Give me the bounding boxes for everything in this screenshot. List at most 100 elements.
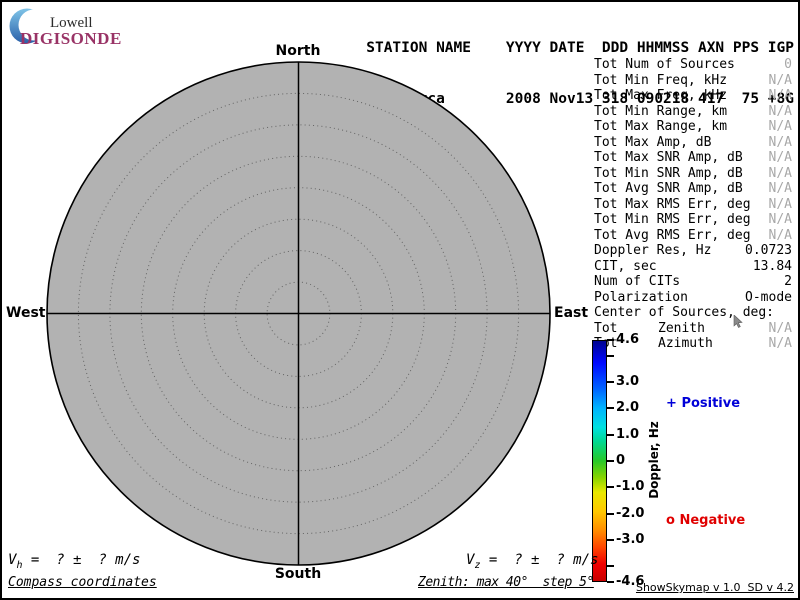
legend-negative: o Negative bbox=[666, 513, 745, 528]
colorbar-tick bbox=[607, 407, 614, 410]
stats-value: N/A bbox=[768, 150, 792, 165]
center-of-sources-row: Tot Zenith N/A bbox=[594, 321, 792, 337]
vh-symbol: V bbox=[8, 552, 17, 568]
stats-value: 13.84 bbox=[752, 258, 792, 274]
stats-row: Tot Max SNR Amp, dB N/A bbox=[594, 150, 792, 166]
stats-label: Tot Max Freq, kHz bbox=[594, 88, 728, 103]
stats-row: Num of CITs 2 bbox=[594, 274, 792, 290]
stats-value: N/A bbox=[768, 336, 792, 351]
stats-label: Tot Min RMS Err, deg bbox=[594, 212, 751, 227]
stats-value: N/A bbox=[768, 134, 792, 150]
stats-label: Tot Avg SNR Amp, dB bbox=[594, 181, 743, 196]
stats-label: Tot Max SNR Amp, dB bbox=[594, 150, 743, 165]
circle-marker-icon: o bbox=[666, 513, 675, 528]
version-label: ShowSkymap v 1.0 SD v 4.2 bbox=[635, 581, 794, 594]
stats-row: Tot Max Range, km N/A bbox=[594, 119, 792, 135]
statistics-panel: Tot Num of Sources 0 Tot Min Freq, kHz N… bbox=[594, 57, 792, 352]
stats-row: Tot Num of Sources 0 bbox=[594, 57, 792, 73]
stats-value: N/A bbox=[768, 119, 792, 134]
stats-value: 0 bbox=[784, 57, 792, 72]
colorbar-tick bbox=[607, 581, 614, 583]
colorbar-tick-label: 1.0 bbox=[616, 426, 640, 442]
colorbar-tick-label: 4.6 bbox=[616, 332, 640, 347]
compass-label-west: West bbox=[6, 305, 46, 321]
stats-sublabel: Zenith bbox=[658, 320, 705, 336]
vz-value: = ? ± ? m/s bbox=[480, 552, 599, 568]
stats-row: Tot Max Amp, dB N/A bbox=[594, 135, 792, 151]
colorbar-tick-label: 2.0 bbox=[616, 400, 640, 416]
colorbar-tick bbox=[607, 433, 614, 436]
stats-value: N/A bbox=[768, 320, 792, 336]
colorbar-axis-title: Doppler, Hz bbox=[647, 421, 661, 499]
stats-value: N/A bbox=[768, 227, 792, 243]
colorbar-tick bbox=[607, 460, 614, 462]
stats-row: Tot Avg SNR Amp, dB N/A bbox=[594, 181, 792, 197]
stats-label: Tot Min Range, km bbox=[594, 103, 728, 119]
stats-value: N/A bbox=[768, 181, 792, 196]
stats-value: 2 bbox=[784, 274, 792, 289]
compass-label-east: East bbox=[554, 305, 589, 321]
stats-row: CIT, sec 13.84 bbox=[594, 259, 792, 275]
colorbar-tick bbox=[607, 512, 614, 515]
vh-subscript: h bbox=[16, 559, 23, 571]
colorbar-tick bbox=[607, 381, 614, 384]
horizontal-velocity-readout: Vh = ? ± ? m/s bbox=[8, 552, 140, 571]
stats-label: Doppler Res, Hz bbox=[594, 243, 712, 258]
stats-row: Tot Avg RMS Err, deg N/A bbox=[594, 228, 792, 244]
logo-digisonde-text: DIGISONDE bbox=[20, 29, 122, 48]
stats-label: Tot Min Freq, kHz bbox=[594, 72, 728, 88]
stats-row: Tot Max Freq, kHz N/A bbox=[594, 88, 792, 104]
legend-positive: + Positive bbox=[666, 396, 740, 411]
stats-value: O-mode bbox=[745, 289, 792, 305]
stats-row: Tot Min Freq, kHz N/A bbox=[594, 73, 792, 89]
colorbar-tick bbox=[607, 354, 614, 357]
stats-row: Tot Min SNR Amp, dB N/A bbox=[594, 166, 792, 182]
colorbar-tick bbox=[607, 538, 614, 541]
vertical-velocity-readout: Vz = ? ± ? m/s bbox=[466, 552, 598, 571]
plus-marker-icon: + bbox=[666, 396, 677, 411]
vz-symbol: V bbox=[466, 552, 475, 568]
colorbar-tick-label: -4.6 bbox=[616, 574, 645, 589]
stats-sublabel: Azimuth bbox=[658, 336, 713, 351]
stats-row: Tot Min Range, km N/A bbox=[594, 104, 792, 120]
stats-row: Doppler Res, Hz 0.0723 bbox=[594, 243, 792, 259]
stats-label: Tot Min SNR Amp, dB bbox=[594, 165, 743, 181]
stats-row: Tot Max RMS Err, deg N/A bbox=[594, 197, 792, 213]
mouse-cursor-icon bbox=[733, 315, 743, 328]
colorbar-tick bbox=[607, 565, 614, 568]
stats-value: N/A bbox=[768, 165, 792, 181]
stats-label: CIT, sec bbox=[594, 258, 657, 274]
stats-row: Polarization O-mode bbox=[594, 290, 792, 306]
legend-negative-label: Negative bbox=[679, 513, 746, 528]
colorbar-tick-label: -1.0 bbox=[616, 479, 645, 495]
colorbar-tick-label: -3.0 bbox=[616, 531, 645, 547]
stats-value: N/A bbox=[768, 88, 792, 103]
stats-label: Tot Max Amp, dB bbox=[594, 134, 712, 150]
logo-lowell-text: Lowell bbox=[50, 15, 93, 31]
stats-value: N/A bbox=[768, 72, 792, 88]
zenith-range-note: Zenith: max 40° step 5° bbox=[418, 575, 594, 590]
colorbar-tick bbox=[607, 486, 614, 489]
colorbar-tick bbox=[607, 339, 614, 341]
stats-label: Num of CITs bbox=[594, 274, 681, 289]
vh-value: = ? ± ? m/s bbox=[22, 552, 141, 568]
doppler-colorbar bbox=[592, 340, 607, 582]
stats-value: 0.0723 bbox=[745, 243, 792, 258]
stats-label: Center of Sources, deg: bbox=[594, 305, 775, 320]
stats-label: Tot Avg RMS Err, deg bbox=[594, 227, 751, 243]
vz-subscript: z bbox=[474, 559, 481, 571]
station-header-columns: STATION NAME YYYY DATE DDD HHMMSS AXN PP… bbox=[366, 40, 794, 56]
stats-label: Polarization bbox=[594, 289, 688, 305]
legend-positive-label: Positive bbox=[681, 396, 741, 411]
colorbar-tick-label: -2.0 bbox=[616, 505, 645, 521]
lowell-digisonde-logo: Lowell DIGISONDE bbox=[8, 6, 128, 48]
stats-value: N/A bbox=[768, 103, 792, 119]
compass-label-north: North bbox=[275, 43, 321, 59]
stats-label: Tot Num of Sources bbox=[594, 57, 735, 72]
stats-label: Tot Max Range, km bbox=[594, 119, 728, 134]
compass-label-south: South bbox=[274, 566, 322, 582]
center-of-sources-heading: Center of Sources, deg: bbox=[594, 305, 792, 321]
crescent-icon bbox=[9, 8, 50, 44]
